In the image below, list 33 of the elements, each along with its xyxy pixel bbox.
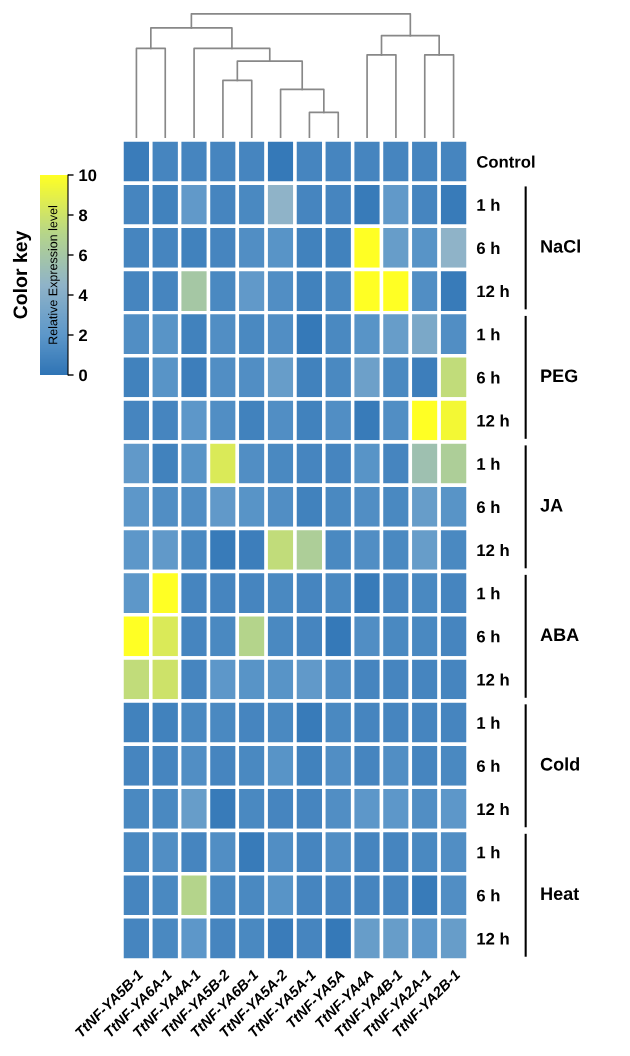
y-tick-label: 6 h — [476, 241, 500, 255]
text: JA — [540, 499, 563, 512]
color-bar-label: 6 — [79, 249, 88, 262]
color-bar-label: 4 — [78, 289, 88, 302]
y-tick-label: 12 h — [477, 673, 509, 686]
y-tick-label: 6 h — [476, 889, 500, 902]
y-tick-label: 12 h — [477, 802, 509, 815]
y-tick-label: 6 h — [476, 759, 500, 772]
y-tick-label: 1 h — [477, 587, 500, 600]
y-tick-label: 1 h — [477, 198, 500, 211]
y-tick-label: 12 h — [477, 285, 509, 298]
text: NaCl — [541, 239, 580, 253]
color-bar-title: Relative Expression level — [48, 206, 60, 344]
y-tick-label: 12 h — [477, 543, 509, 557]
text: ABA — [540, 628, 579, 641]
y-tick-label: 1 h — [477, 328, 500, 341]
y-tick-label: 1 h — [477, 716, 500, 729]
y-tick-label: Control — [477, 155, 535, 168]
color-bar-label: 8 — [78, 209, 88, 222]
color-bar-label: 2 — [78, 329, 88, 342]
y-tick-label: 1 h — [477, 457, 500, 470]
color-bar-label: 10 — [79, 169, 97, 182]
color-bar-label: 0 — [79, 369, 87, 382]
y-tick-label: 6 h — [476, 500, 500, 514]
text: Heat — [541, 887, 579, 901]
text: Cold — [540, 757, 580, 771]
y-tick-label: 1 h — [477, 846, 500, 859]
text: PEG — [541, 369, 578, 383]
y-tick-label: 6 h — [476, 630, 500, 643]
y-tick-label: 6 h — [476, 371, 500, 384]
y-tick-label: 12 h — [477, 414, 509, 427]
text: Color key — [12, 230, 32, 319]
y-tick-label: 12 h — [477, 932, 509, 945]
